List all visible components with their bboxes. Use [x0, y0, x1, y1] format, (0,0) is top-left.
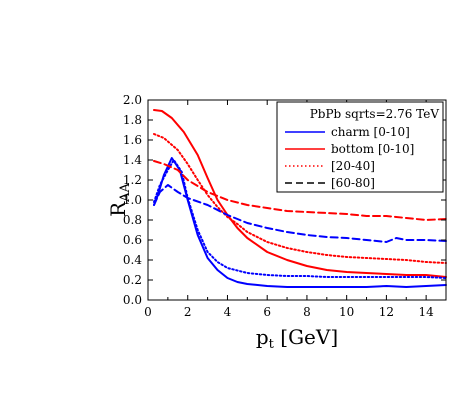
- y-axis-label-sub: AA: [118, 182, 133, 202]
- y-tick-label: 1.0: [123, 193, 142, 207]
- series-line-charm-0-10: [153, 157, 447, 288]
- y-axis-label-main: R: [106, 201, 130, 217]
- legend-label: bottom [0-10]: [331, 142, 414, 156]
- y-axis-label: RAA: [106, 182, 133, 216]
- series-line-charm-20-40: [153, 159, 447, 279]
- y-tick-label: 1.8: [123, 113, 142, 127]
- y-tick-label: 0.2: [123, 273, 142, 287]
- x-tick-label: 0: [144, 305, 152, 319]
- legend-label: charm [0-10]: [331, 125, 410, 139]
- y-tick-label: 0.0: [123, 293, 142, 307]
- legend-title: PbPb sqrts=2.76 TeV: [310, 107, 440, 121]
- legend-box: [276, 101, 444, 193]
- y-tick-label: 1.2: [123, 173, 142, 187]
- y-tick-label: 1.4: [123, 153, 142, 167]
- x-tick-label: 6: [263, 305, 271, 319]
- y-tick-label: 0.8: [123, 213, 142, 227]
- series-layer: [153, 109, 447, 288]
- y-tick-label: 2.0: [123, 93, 142, 107]
- y-tick-label: 0.6: [123, 233, 142, 247]
- x-tick-label: 2: [184, 305, 192, 319]
- y-tick-label: 1.6: [123, 133, 142, 147]
- ticks-layer: 0 2 4 6 8 10 12 14 0.0 0.2 0.4 0.6 0.8 1.0 1.2 1.4 1.6 1.…: [123, 93, 446, 319]
- series-line-charm-60-80: [153, 184, 447, 243]
- x-tick-label: 8: [303, 305, 311, 319]
- x-axis-label-main: p: [256, 325, 269, 349]
- legend-label: [20-40]: [331, 159, 375, 173]
- y-tick-label: 0.4: [123, 253, 142, 267]
- series-line-bottom-20-40: [153, 133, 447, 264]
- legend: PbPb sqrts=2.76 TeV charm [0-10] bottom [0…: [276, 101, 444, 193]
- series-line-bottom-60-80: [153, 160, 447, 221]
- x-axis-label-sub: t: [269, 337, 275, 352]
- series-line-bottom-0-10: [153, 109, 447, 278]
- x-tick-label: 10: [339, 305, 354, 319]
- legend-label: [60-80]: [331, 176, 375, 190]
- x-tick-label: 4: [224, 305, 232, 319]
- x-axis-label-unit: [GeV]: [274, 325, 338, 349]
- x-axis-label: pt [GeV]: [256, 325, 338, 352]
- x-tick-label: 14: [418, 305, 434, 319]
- x-tick-label: 12: [379, 305, 394, 319]
